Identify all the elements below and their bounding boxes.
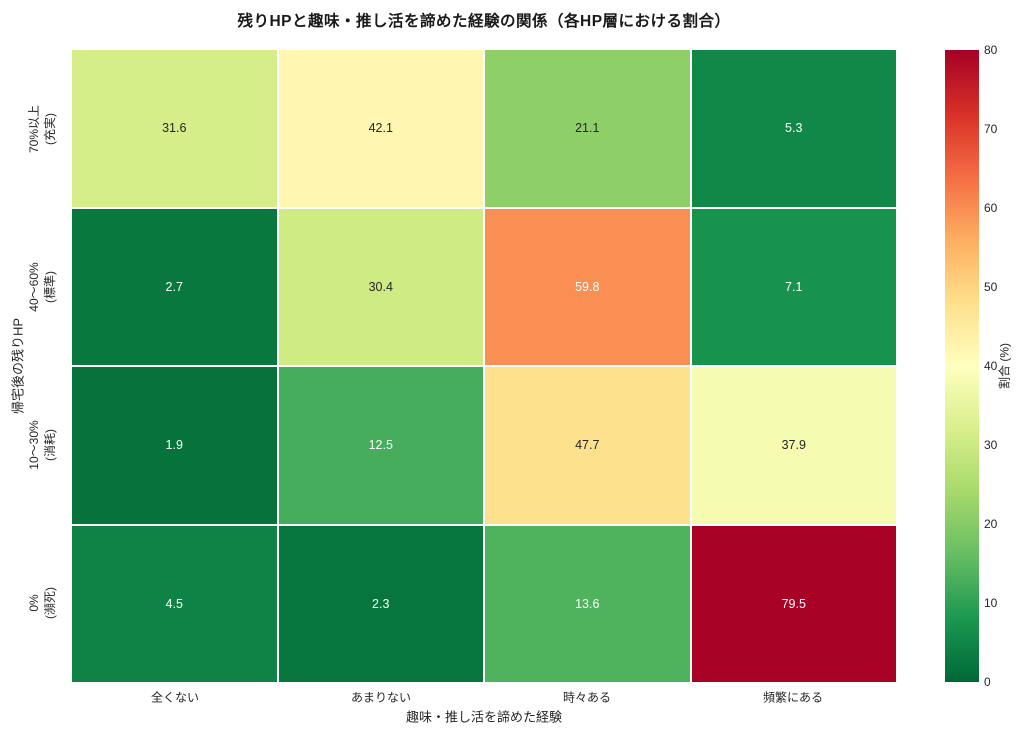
heatmap-cell: 13.6 <box>485 525 690 682</box>
heatmap-cell: 12.5 <box>278 367 483 524</box>
heatmap-cell-value: 30.4 <box>368 279 393 294</box>
chart-title: 残りHPと趣味・推し活を諦めた経験の関係（各HP層における割合） <box>237 13 731 30</box>
heatmap-cell: 79.5 <box>691 525 896 682</box>
y-tick-label: 70%以上 (充実) <box>26 104 57 154</box>
heatmap-cell: 21.1 <box>485 50 690 207</box>
colorbar <box>945 50 979 682</box>
heatmap-cell: 1.9 <box>72 367 277 524</box>
heatmap-cell: 2.3 <box>278 525 483 682</box>
heatmap-cell-value: 2.7 <box>165 279 183 294</box>
colorbar-tick-label: 50 <box>984 280 998 294</box>
x-tick-label: 時々ある <box>562 690 612 705</box>
colorbar-tick-label: 40 <box>984 359 998 373</box>
heatmap-cell-value: 47.7 <box>575 438 600 453</box>
heatmap-cell-value: 21.1 <box>575 121 600 136</box>
heatmap-cell-value: 12.5 <box>368 438 393 453</box>
heatmap-cell-value: 5.3 <box>785 121 803 136</box>
x-axis-title: 趣味・推し活を諦めた経験 <box>405 709 563 725</box>
heatmap-cell-value: 1.9 <box>165 438 183 453</box>
heatmap-cell-value: 7.1 <box>785 279 803 294</box>
colorbar-tick-label: 70 <box>984 122 998 136</box>
colorbar-tick-label: 20 <box>984 517 998 531</box>
colorbar-tick-label: 30 <box>984 438 998 452</box>
y-tick-label: 10～30% (消耗) <box>26 420 57 470</box>
heatmap-cell: 47.7 <box>485 367 690 524</box>
heatmap-cell-value: 13.6 <box>575 596 600 611</box>
heatmap-cell: 37.9 <box>691 367 896 524</box>
heatmap-cell-value: 79.5 <box>781 596 806 611</box>
colorbar-tick-label: 0 <box>984 675 991 689</box>
heatmap-cell: 59.8 <box>485 208 690 365</box>
colorbar-tick-label: 80 <box>984 43 998 57</box>
heatmap-cell-value: 42.1 <box>368 121 393 136</box>
heatmap-cell-value: 2.3 <box>372 596 390 611</box>
heatmap-cell: 2.7 <box>72 208 277 365</box>
colorbar-label: 割合 (%) <box>997 343 1012 389</box>
y-axis-title: 帰宅後の残りHP <box>10 317 26 415</box>
y-tick-label: 40～60% (標準) <box>26 262 57 312</box>
x-tick-label: 頻繁にある <box>762 690 824 705</box>
heatmap-cell: 4.5 <box>72 525 277 682</box>
y-tick-label: 0% (瀕死) <box>26 587 57 619</box>
heatmap-grid: 31.6 42.1 21.1 5.3 2.7 30.4 59.8 7.1 1.9 12.5 47.7… <box>72 50 896 682</box>
heatmap-cell: 42.1 <box>278 50 483 207</box>
heatmap-cell-value: 37.9 <box>781 438 806 453</box>
x-tick-label: 全くない <box>150 690 200 705</box>
colorbar-tick-label: 10 <box>984 596 998 610</box>
heatmap-cell-value: 4.5 <box>165 596 183 611</box>
heatmap-cell: 31.6 <box>72 50 277 207</box>
heatmap-cell-value: 59.8 <box>575 279 600 294</box>
heatmap-cell: 7.1 <box>691 208 896 365</box>
x-tick-label: あまりない <box>350 690 412 705</box>
heatmap-cell: 5.3 <box>691 50 896 207</box>
heatmap-cell-value: 31.6 <box>162 121 187 136</box>
heatmap-cell: 30.4 <box>278 208 483 365</box>
colorbar-tick-label: 60 <box>984 201 998 215</box>
